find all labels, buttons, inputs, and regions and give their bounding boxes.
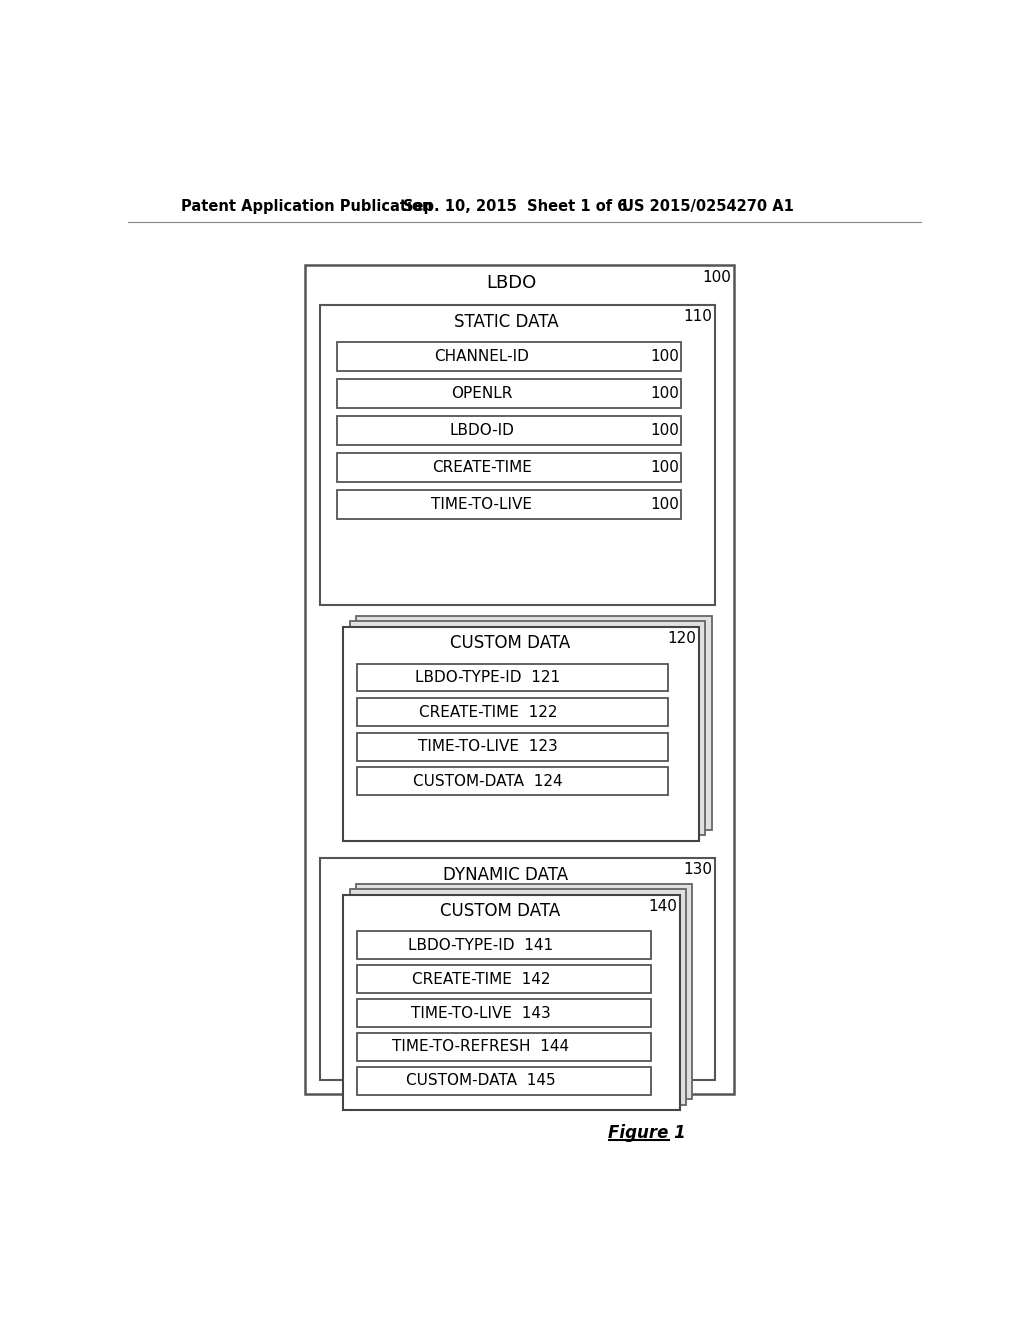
Text: 110: 110 <box>683 309 712 323</box>
Bar <box>357 965 651 993</box>
Text: 100: 100 <box>650 385 679 401</box>
Text: STATIC DATA: STATIC DATA <box>454 313 558 330</box>
Text: Figure 1: Figure 1 <box>608 1125 686 1142</box>
Text: US 2015/0254270 A1: US 2015/0254270 A1 <box>623 198 795 214</box>
Bar <box>349 890 686 1105</box>
Text: LBDO-ID: LBDO-ID <box>450 422 514 438</box>
Text: LBDO-TYPE-ID  141: LBDO-TYPE-ID 141 <box>409 937 553 953</box>
Text: 100: 100 <box>702 271 731 285</box>
Text: LBDO: LBDO <box>486 275 537 292</box>
Text: CUSTOM-DATA  124: CUSTOM-DATA 124 <box>413 774 563 789</box>
Bar <box>357 698 669 726</box>
Text: TIME-TO-LIVE  143: TIME-TO-LIVE 143 <box>411 1006 551 1020</box>
Bar <box>343 895 680 1110</box>
Text: 140: 140 <box>648 899 677 913</box>
Bar <box>337 416 681 445</box>
Text: CREATE-TIME  122: CREATE-TIME 122 <box>419 705 557 719</box>
Text: CUSTOM DATA: CUSTOM DATA <box>450 635 569 652</box>
Text: 100: 100 <box>650 348 679 364</box>
Text: 100: 100 <box>650 459 679 475</box>
Bar <box>357 733 669 760</box>
Text: CHANNEL-ID: CHANNEL-ID <box>434 348 529 364</box>
Bar <box>337 490 681 519</box>
Bar <box>357 1067 651 1094</box>
Text: DYNAMIC DATA: DYNAMIC DATA <box>443 866 568 883</box>
Bar <box>321 305 715 605</box>
Text: TIME-TO-REFRESH  144: TIME-TO-REFRESH 144 <box>392 1039 569 1055</box>
Text: OPENLR: OPENLR <box>452 385 512 401</box>
Bar <box>357 1034 651 1061</box>
Bar <box>357 767 669 795</box>
Bar <box>337 342 681 371</box>
Text: 100: 100 <box>650 496 679 512</box>
Bar <box>356 884 692 1100</box>
Bar <box>337 379 681 408</box>
Text: TIME-TO-LIVE  123: TIME-TO-LIVE 123 <box>418 739 558 754</box>
Text: Sep. 10, 2015  Sheet 1 of 6: Sep. 10, 2015 Sheet 1 of 6 <box>403 198 628 214</box>
Text: CREATE-TIME: CREATE-TIME <box>432 459 531 475</box>
Text: 100: 100 <box>650 422 679 438</box>
Bar <box>356 615 712 830</box>
Text: Patent Application Publication: Patent Application Publication <box>180 198 432 214</box>
Bar <box>321 858 715 1080</box>
Text: CREATE-TIME  142: CREATE-TIME 142 <box>412 972 550 987</box>
Bar <box>357 999 651 1027</box>
Bar <box>343 627 699 841</box>
Bar <box>357 932 651 960</box>
Text: CUSTOM-DATA  145: CUSTOM-DATA 145 <box>406 1073 556 1089</box>
Text: TIME-TO-LIVE: TIME-TO-LIVE <box>431 496 532 512</box>
Text: LBDO-TYPE-ID  121: LBDO-TYPE-ID 121 <box>416 669 560 685</box>
Bar <box>357 664 669 692</box>
Bar <box>349 622 706 836</box>
Text: CUSTOM DATA: CUSTOM DATA <box>440 903 560 920</box>
Bar <box>337 453 681 482</box>
Bar <box>305 264 734 1094</box>
Text: 120: 120 <box>668 631 696 645</box>
Text: 130: 130 <box>683 862 712 876</box>
